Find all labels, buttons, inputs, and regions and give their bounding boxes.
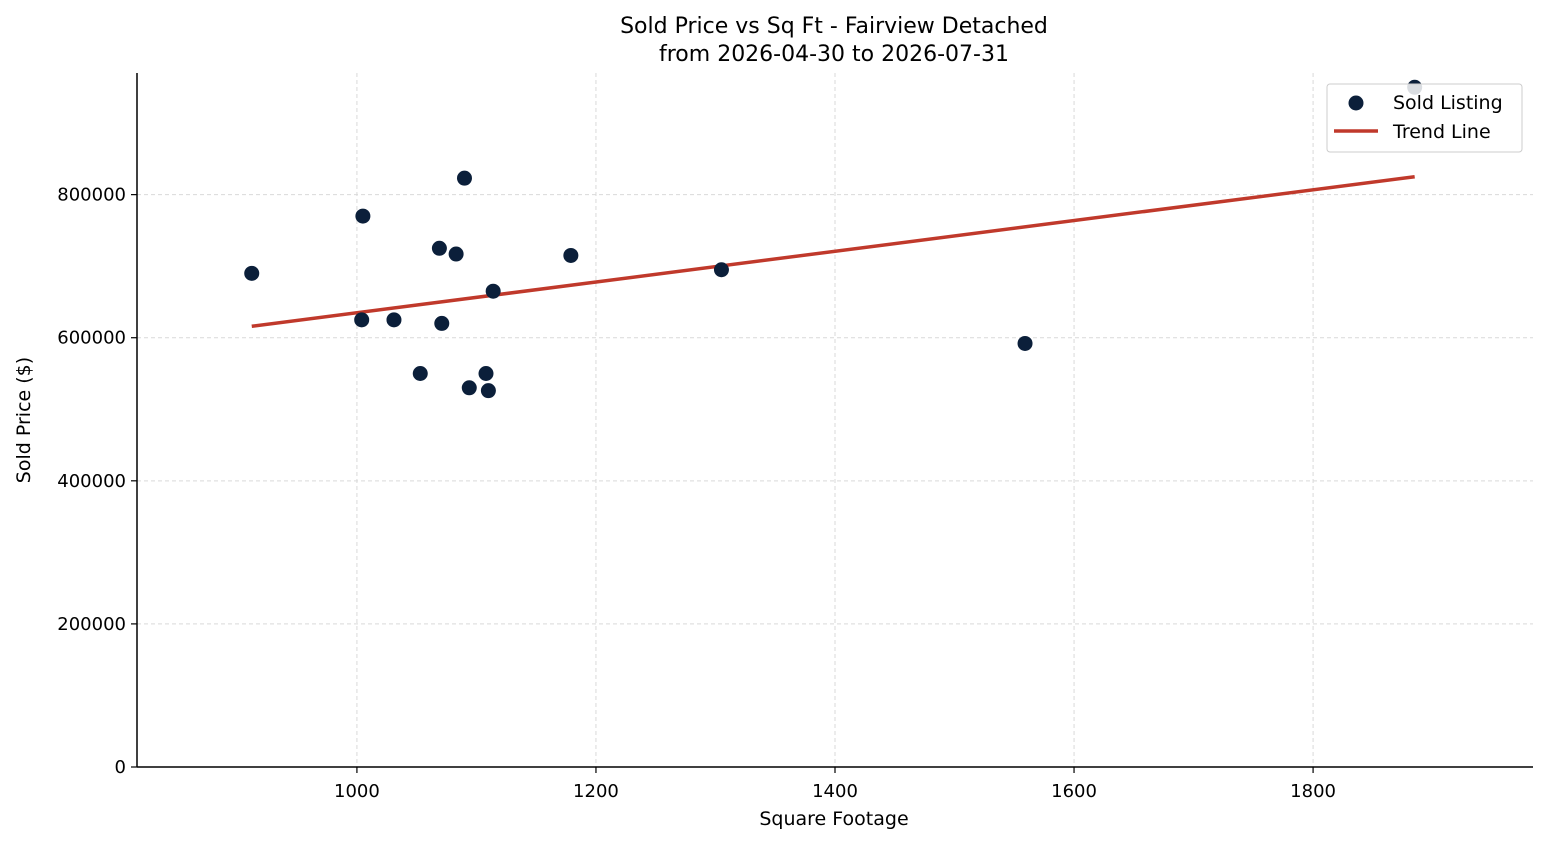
trend-line-group xyxy=(251,175,1415,329)
data-point xyxy=(386,312,402,328)
x-tick-label: 1400 xyxy=(812,781,858,802)
data-point xyxy=(456,170,472,186)
grid-lines xyxy=(137,73,1533,767)
data-point xyxy=(434,315,450,331)
data-point xyxy=(448,246,464,262)
data-point xyxy=(355,208,371,224)
x-axis-label: Square Footage xyxy=(759,808,908,830)
data-point xyxy=(485,283,501,299)
data-point xyxy=(244,265,260,281)
data-point xyxy=(412,365,428,381)
y-axis-label: Sold Price ($) xyxy=(13,357,35,483)
data-point xyxy=(563,247,579,263)
data-point xyxy=(713,262,729,278)
legend-label-sold-listing: Sold Listing xyxy=(1393,92,1503,114)
legend-box xyxy=(1326,83,1523,153)
x-tick-label: 1200 xyxy=(573,781,619,802)
legend: Sold Listing Trend Line xyxy=(1326,83,1523,153)
data-point xyxy=(1017,335,1033,351)
chart-title: Sold Price vs Sq Ft - Fairview Detached xyxy=(620,14,1048,39)
y-tick-label: 800000 xyxy=(57,185,126,206)
y-tick-label: 0 xyxy=(115,757,126,778)
x-tick-label: 1000 xyxy=(334,781,380,802)
y-tick-label: 200000 xyxy=(57,614,126,635)
x-tick-label: 1600 xyxy=(1051,781,1097,802)
data-point xyxy=(480,383,496,399)
chart-subtitle: from 2026-04-30 to 2026-07-31 xyxy=(659,42,1009,67)
trend-line xyxy=(251,175,1415,329)
y-ticks: 0 200000 400000 600000 800000 xyxy=(57,185,137,778)
data-points xyxy=(244,79,1423,399)
legend-label-trend-line: Trend Line xyxy=(1392,121,1491,143)
y-tick-label: 600000 xyxy=(57,328,126,349)
data-point xyxy=(431,240,447,256)
legend-marker-sold-listing xyxy=(1348,95,1364,111)
y-tick-label: 400000 xyxy=(57,471,126,492)
data-point xyxy=(478,365,494,381)
data-point xyxy=(354,312,370,328)
data-point xyxy=(461,380,477,396)
x-ticks: 1000 1200 1400 1600 1800 xyxy=(334,767,1336,802)
x-tick-label: 1800 xyxy=(1290,781,1336,802)
